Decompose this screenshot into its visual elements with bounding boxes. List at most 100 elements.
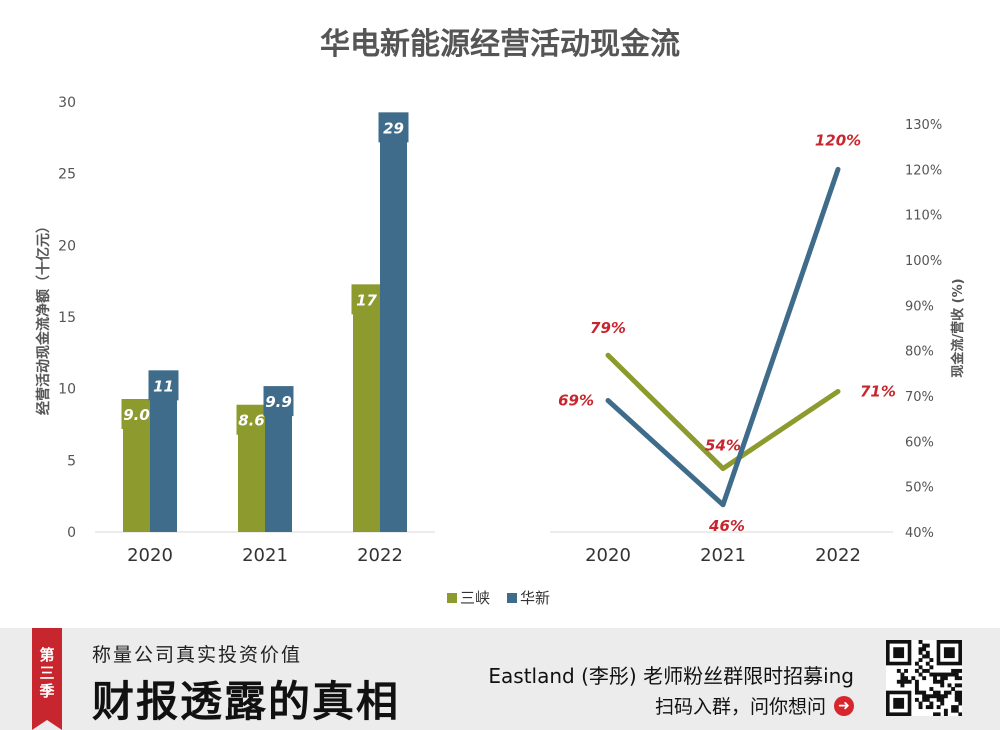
qr-code-icon[interactable] [886, 640, 963, 717]
legend: 三峡 华新 [447, 589, 550, 607]
qr-module [951, 705, 956, 710]
promo-cta-label: 扫码入群，问你想问 [654, 696, 826, 718]
qr-module [929, 665, 934, 670]
qr-module [936, 712, 941, 717]
x-tick-label: 2020 [127, 545, 173, 566]
qr-module [918, 690, 923, 695]
qr-module [936, 690, 941, 695]
qr-module [954, 668, 959, 673]
qr-module [943, 676, 948, 681]
x-tick-label: 2020 [585, 545, 631, 566]
qr-module [940, 683, 945, 688]
data-label-box [121, 399, 152, 429]
qr-module [933, 690, 937, 695]
qr-module [914, 661, 919, 666]
qr-module [922, 643, 927, 648]
qr-module [914, 683, 919, 688]
qr-module [947, 683, 952, 688]
qr-module [940, 676, 945, 681]
qr-module [922, 647, 927, 652]
qr-module [900, 683, 905, 688]
qr-module [925, 654, 930, 659]
qr-module [896, 679, 901, 684]
y-tick-label: 120% [905, 163, 942, 178]
y-axis-title: 经营活动现金流净额（十亿元） [35, 219, 52, 415]
qr-module [918, 647, 923, 652]
y-tick-label: 0 [67, 525, 76, 541]
qr-module [954, 672, 959, 677]
qr-module [925, 705, 930, 710]
qr-module [958, 697, 963, 702]
data-label: 69% [558, 392, 594, 410]
arrow-right-circle-icon[interactable]: ➜ [834, 695, 854, 716]
promo-banner: 第 三 季 称量公司真实投资价值 财报透露的真相 Eastland (李彤) 老… [0, 628, 1000, 730]
series-line [605, 166, 841, 508]
data-label: 120% [815, 131, 861, 149]
qr-module [940, 701, 945, 706]
qr-module [954, 705, 959, 710]
y-tick-label: 30 [58, 95, 76, 111]
qr-module [922, 690, 927, 695]
data-label: 8.6 [238, 412, 265, 430]
data-label: 71% [860, 382, 896, 400]
data-label-box [378, 112, 409, 143]
qr-module [918, 650, 923, 655]
data-label: 46% [708, 517, 745, 535]
qr-module [954, 708, 959, 713]
legend-label: 华新 [520, 589, 550, 607]
qr-module [929, 705, 934, 710]
y-tick-label: 20 [58, 238, 76, 254]
qr-module [940, 694, 945, 699]
qr-module [933, 712, 937, 717]
season-char: 三 [39, 664, 55, 682]
qr-module [904, 668, 909, 673]
data-label: 11 [153, 377, 174, 395]
promo-text: Eastland (李彤) 老师粉丝群限时招募ing [488, 664, 854, 688]
qr-module [933, 672, 937, 677]
qr-module [918, 658, 923, 663]
chart-canvas: 华电新能源经营活动现金流 0 5 10 15 20 25 30 经营活动现金流净额（十亿元） 2… [35, 27, 966, 607]
data-label: 17 [356, 291, 377, 309]
line-chart: 40% 50% 60% 70% 80% 90% 100% 110% 120% 130% 现金流/营收… [550, 118, 966, 566]
banner-headline: 财报透露的真相 [92, 677, 401, 726]
qr-module [933, 694, 937, 699]
bar [353, 288, 380, 532]
qr-module [911, 676, 916, 681]
qr-module [936, 705, 941, 710]
data-label-box [236, 404, 267, 435]
promo-cta[interactable]: 扫码入群，问你想问 ➜ [655, 692, 854, 719]
qr-module [951, 668, 956, 673]
y-axis-title: 现金流/营收 (%) [950, 278, 966, 377]
qr-module [918, 640, 923, 644]
qr-finder [893, 647, 905, 659]
qr-module [929, 694, 934, 699]
qr-module [929, 687, 934, 691]
qr-finder [943, 647, 955, 659]
qr-module [958, 690, 963, 695]
qr-module [922, 676, 927, 681]
qr-module [922, 697, 927, 702]
qr-module [940, 697, 945, 702]
qr-module [951, 687, 956, 691]
y-tick-label: 60% [905, 435, 934, 450]
qr-finder [893, 697, 905, 709]
qr-module [954, 694, 959, 699]
qr-module [954, 697, 959, 702]
x-tick-label: 2022 [815, 545, 861, 566]
qr-module [954, 683, 959, 688]
qr-module [900, 672, 905, 677]
qr-module [925, 650, 930, 655]
chart-title: 华电新能源经营活动现金流 [320, 27, 680, 62]
qr-module [936, 697, 941, 702]
y-tick-label: 110% [905, 209, 942, 224]
qr-module [958, 668, 963, 673]
qr-module [951, 672, 956, 677]
x-tick-label: 2021 [700, 545, 746, 566]
y-tick-label: 40% [905, 526, 934, 541]
season-char: 季 [39, 682, 55, 700]
qr-module [914, 690, 919, 695]
qr-module [918, 665, 923, 670]
qr-module [943, 712, 948, 717]
data-label: 9.0 [123, 406, 150, 424]
qr-module [925, 661, 930, 666]
